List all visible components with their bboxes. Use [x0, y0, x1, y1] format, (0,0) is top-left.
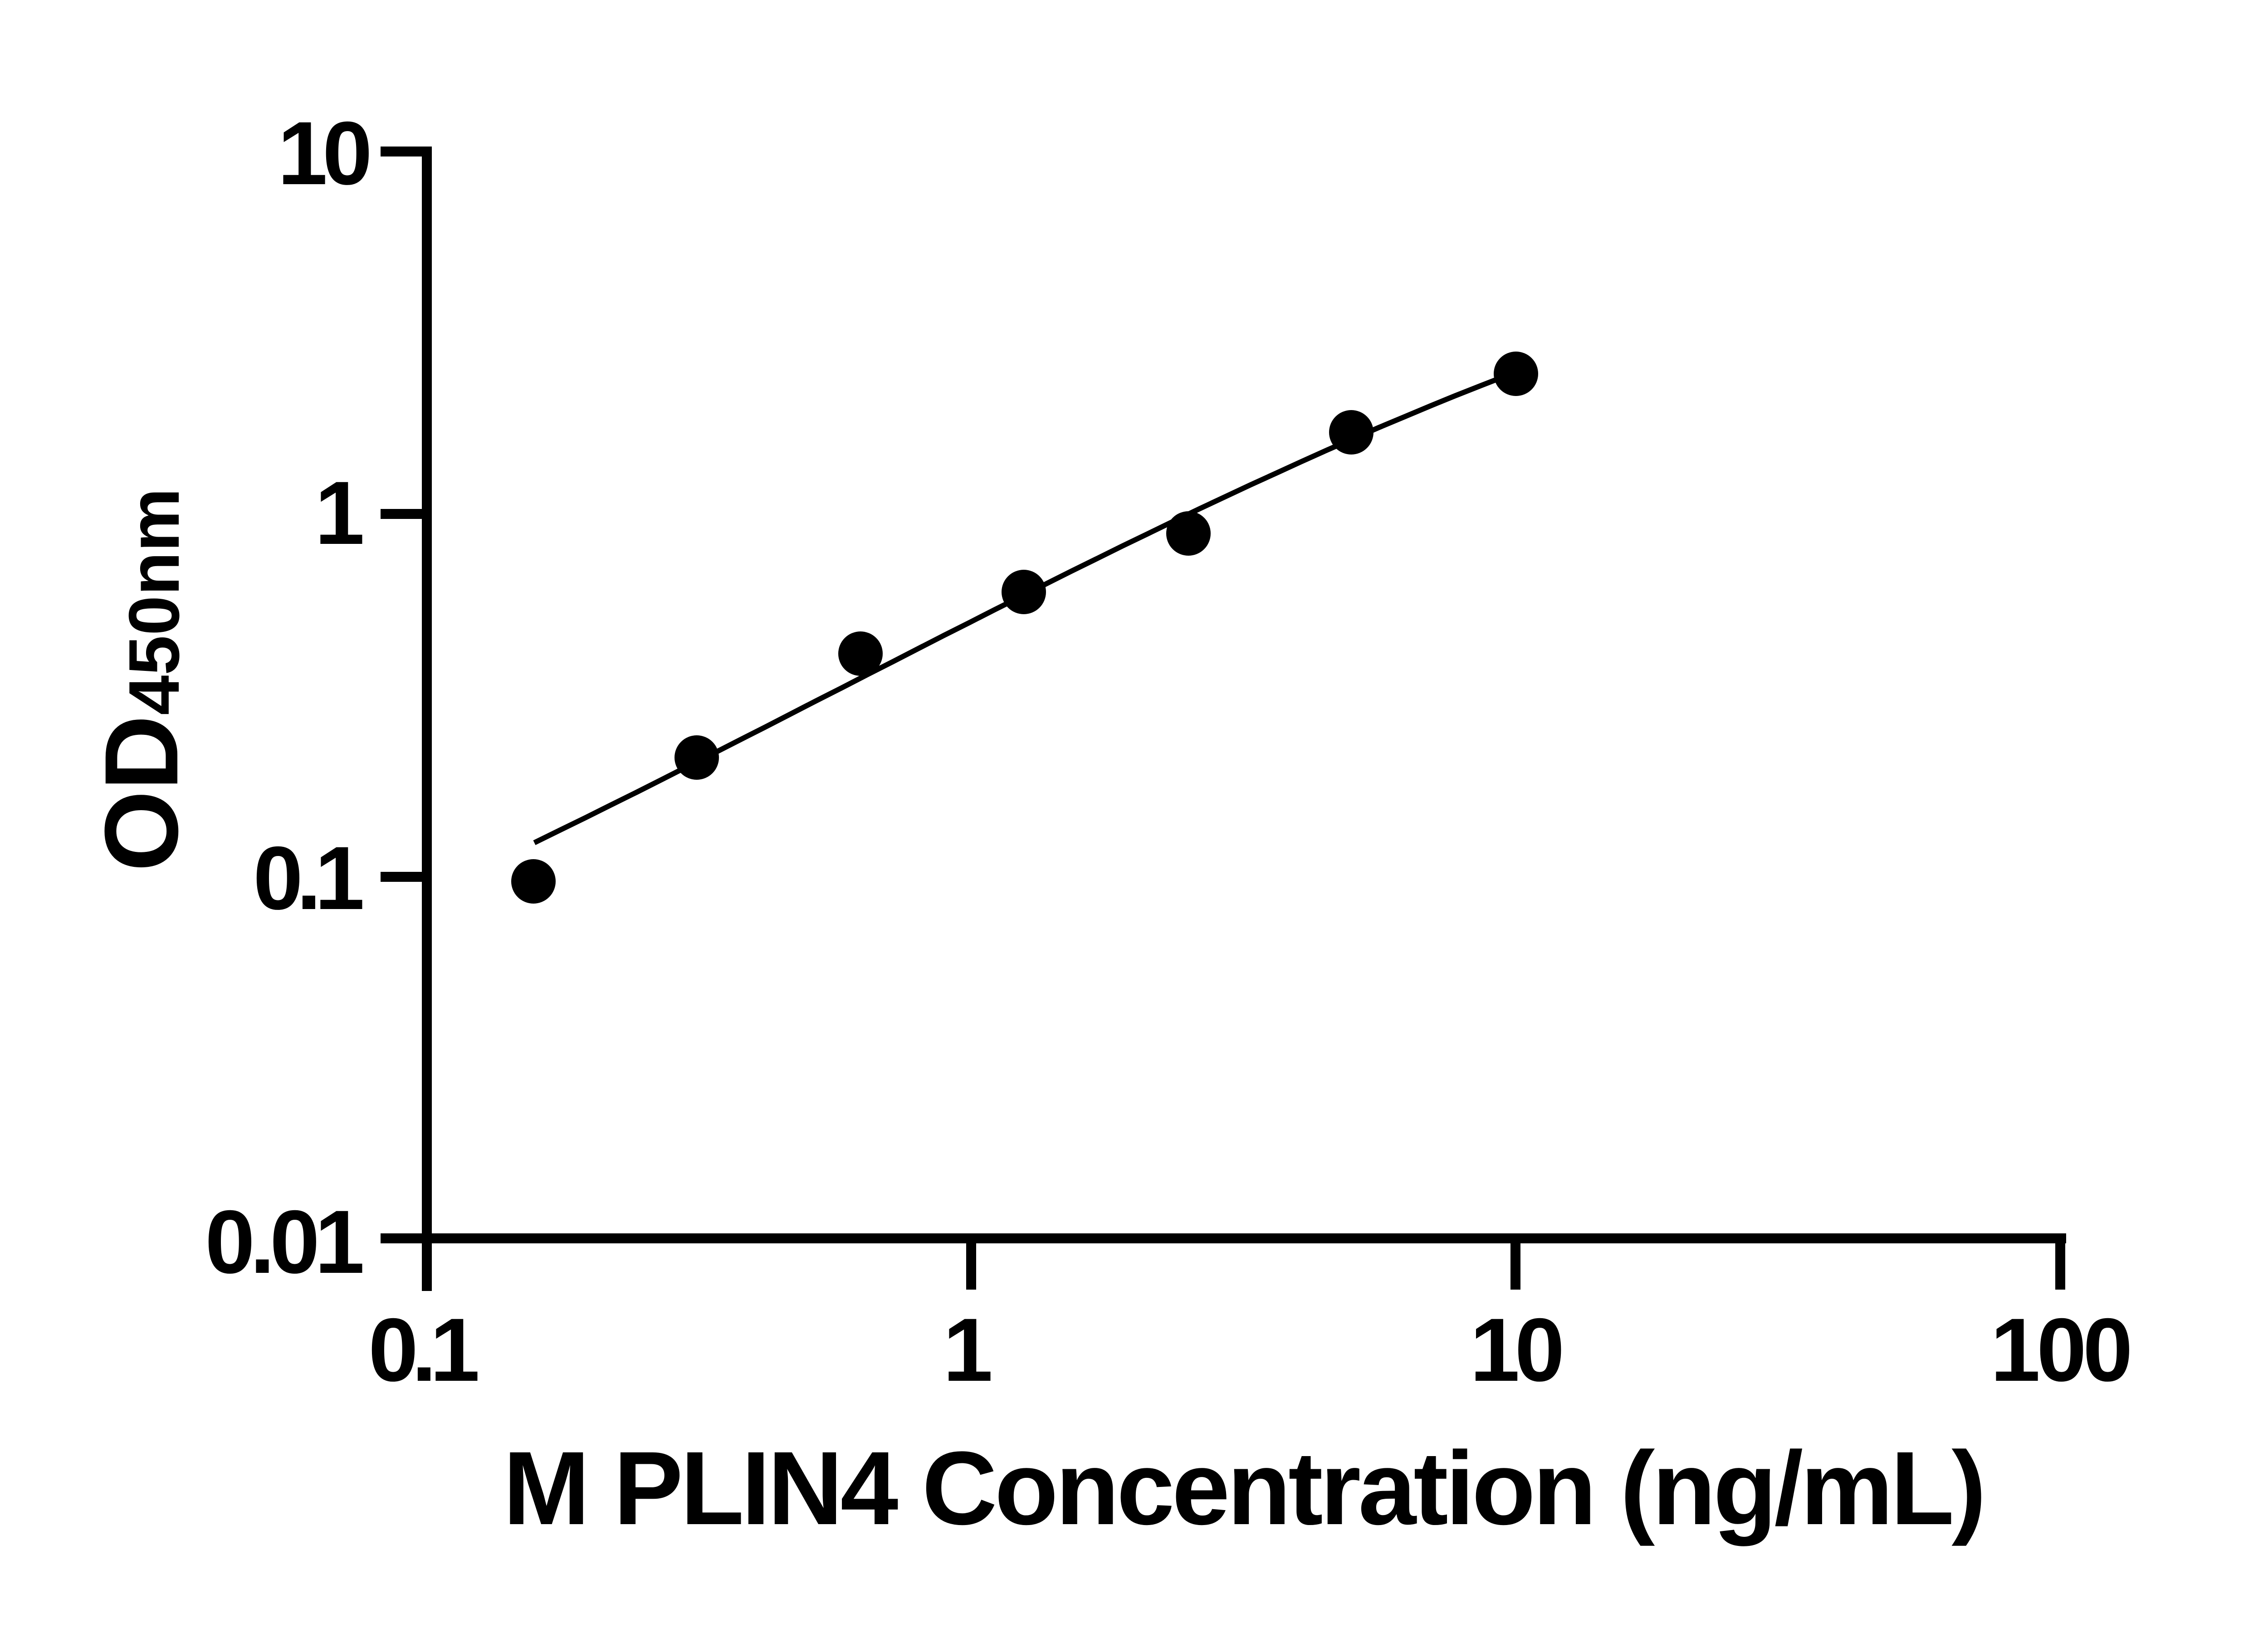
svg-text:100: 100 [1990, 1300, 2133, 1400]
svg-text:0.01: 0.01 [205, 1192, 365, 1292]
svg-text:1: 1 [943, 1300, 993, 1400]
svg-text:10: 10 [1470, 1300, 1565, 1400]
svg-text:1: 1 [315, 463, 365, 563]
svg-text:10: 10 [278, 103, 372, 203]
svg-text:M PLIN4 Concentration (ng/mL): M PLIN4 Concentration (ng/mL) [503, 1430, 1986, 1546]
svg-text:0.1: 0.1 [368, 1300, 480, 1400]
svg-text:0.1: 0.1 [253, 828, 365, 928]
